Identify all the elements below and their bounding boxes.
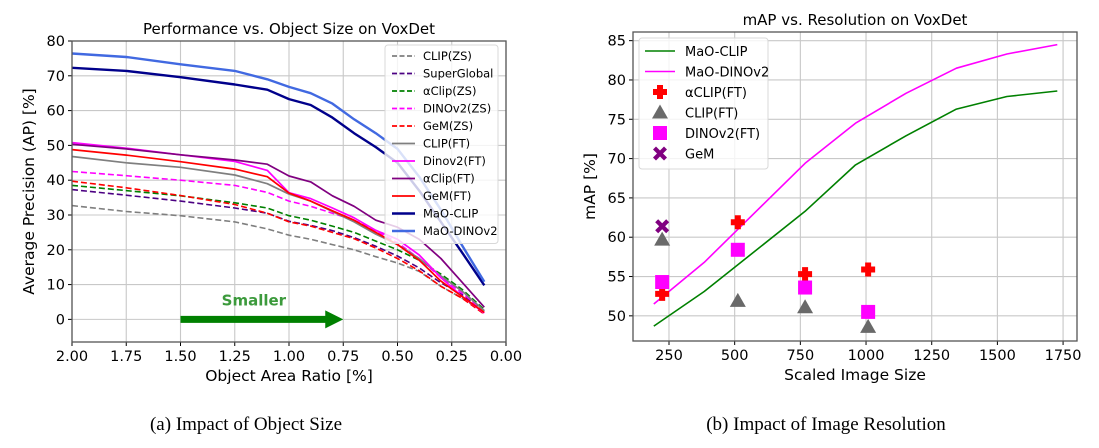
legend-label: Dinov2(FT) xyxy=(423,154,486,168)
x-tick-label: 1500 xyxy=(979,348,1016,364)
plot-frame xyxy=(632,31,1078,342)
x-tick-label: 2.00 xyxy=(56,349,88,365)
legend-label: αClip(ZS) xyxy=(423,84,476,98)
x-tick-label: 1.00 xyxy=(273,349,305,365)
x-tick-label: 250 xyxy=(655,348,683,364)
legend-label: GeM(FT) xyxy=(423,189,471,203)
x-tick-label: 0.50 xyxy=(381,349,413,365)
y-tick-label: 70 xyxy=(608,152,626,168)
x-tick-label: 1.50 xyxy=(164,349,196,365)
legend-marker xyxy=(653,146,667,161)
legend-label: CLIP(FT) xyxy=(423,137,470,151)
x-tick-label: 1250 xyxy=(913,348,950,364)
series-line-superglobal xyxy=(71,188,485,312)
x-tick-label: 0.75 xyxy=(327,349,359,365)
data-point-clip-ft- xyxy=(654,231,671,246)
smaller-arrow-shaft xyxy=(180,315,328,323)
y-tick-label: 55 xyxy=(608,270,626,286)
x-tick-label: 0.00 xyxy=(490,349,522,365)
y-tick-label: 40 xyxy=(47,173,65,189)
data-point-dinov2-ft- xyxy=(655,275,670,290)
y-tick-label: 0 xyxy=(56,312,65,328)
data-point-dinov2-ft- xyxy=(861,304,876,319)
data-point--clip-ft- xyxy=(798,267,813,282)
data-point--clip-ft- xyxy=(655,286,670,301)
data-point-dinov2-ft- xyxy=(798,280,813,295)
data-point-clip-ft- xyxy=(797,299,814,314)
y-tick-label: 65 xyxy=(608,191,626,207)
legend-label: MaO-DINOv2 xyxy=(423,224,498,238)
x-tick-label: 1750 xyxy=(1045,348,1082,364)
x-tick-label: 0.25 xyxy=(436,349,468,365)
legend-label: MaO-CLIP xyxy=(423,207,478,221)
chart-object-size: 2.00 1.75 1.50 1.25 1.00 0.75 0.50 0.25 0.00 0 10 2… xyxy=(20,20,522,385)
series-group xyxy=(653,43,1058,333)
y-tick-label: 80 xyxy=(608,73,626,89)
legend: MaO-CLIP MaO-DINOv2 αCLIP(FT) CLIP(FT) DINOv… xyxy=(638,37,769,170)
data-point-clip-ft- xyxy=(860,318,877,333)
y-tick-label: 10 xyxy=(47,278,65,294)
y-axis-label: mAP [%] xyxy=(581,153,599,220)
legend-label: SuperGlobal xyxy=(423,67,493,81)
chart-title: mAP vs. Resolution on VoxDet xyxy=(743,11,968,29)
legend-marker xyxy=(653,126,667,140)
y-tick-label: 50 xyxy=(608,309,626,325)
y-tick-label: 50 xyxy=(47,138,65,154)
smaller-arrow-head xyxy=(325,310,344,329)
smaller-annotation-label: Smaller xyxy=(222,291,287,309)
legend: CLIP(ZS) SuperGlobal αClip(ZS) DINOv2(ZS) Ge… xyxy=(384,44,499,244)
legend-label: GeM xyxy=(685,148,714,163)
x-tick-label: 500 xyxy=(721,348,749,364)
chart-title: Performance vs. Object Size on VoxDet xyxy=(143,20,435,38)
y-axis-label: Average Precision (AP) [%] xyxy=(20,88,38,294)
plot-frame xyxy=(71,40,507,343)
series-line-mao-dinov2 xyxy=(653,43,1058,305)
x-axis-label: Object Area Ratio [%] xyxy=(205,367,373,385)
legend-label: MaO-DINOv2 xyxy=(685,66,769,81)
series-line-gem-zs- xyxy=(71,180,485,315)
y-tick-label: 60 xyxy=(608,230,626,246)
legend-label: CLIP(FT) xyxy=(685,107,738,122)
x-axis-label: Scaled Image Size xyxy=(784,366,926,384)
x-tick-label: 750 xyxy=(787,348,815,364)
data-point-clip-ft- xyxy=(729,292,746,307)
legend-label: DINOv2(FT) xyxy=(685,127,760,142)
caption-left: (a) Impact of Object Size xyxy=(149,414,343,435)
y-tick-label: 20 xyxy=(47,243,65,259)
x-tick-label: 1000 xyxy=(848,348,885,364)
legend-label: CLIP(ZS) xyxy=(423,49,472,63)
y-tick-label: 60 xyxy=(47,104,65,120)
data-point--clip-ft- xyxy=(730,215,745,230)
legend-marker xyxy=(652,104,668,119)
y-tick-label: 30 xyxy=(47,208,65,224)
chart-resolution: 250 500 750 1000 1250 1500 1750 50 55 60 65 70 75 80 8… xyxy=(581,11,1082,384)
legend-label: αClip(FT) xyxy=(423,172,475,186)
legend-label: DINOv2(ZS) xyxy=(423,102,491,116)
legend-label: MaO-CLIP xyxy=(685,45,748,60)
data-point--clip-ft- xyxy=(861,262,876,277)
series-line-mao-clip xyxy=(653,90,1058,327)
y-tick-label: 70 xyxy=(47,69,65,85)
legend-label: GeM(ZS) xyxy=(423,119,473,133)
caption-right: (b) Impact of Image Resolution xyxy=(706,414,946,435)
x-tick-label: 1.75 xyxy=(110,349,142,365)
y-tick-label: 75 xyxy=(608,112,626,128)
y-tick-label: 80 xyxy=(47,34,65,50)
legend-marker xyxy=(653,85,667,99)
data-point-dinov2-ft- xyxy=(730,242,745,257)
data-point-gem xyxy=(655,219,670,234)
x-tick-label: 1.25 xyxy=(219,349,251,365)
y-tick-label: 85 xyxy=(608,34,626,50)
legend-label: αCLIP(FT) xyxy=(685,86,747,101)
series-line--clip-ft- xyxy=(71,143,485,308)
legend-box xyxy=(384,44,499,244)
series-line-gem-ft- xyxy=(71,148,485,314)
